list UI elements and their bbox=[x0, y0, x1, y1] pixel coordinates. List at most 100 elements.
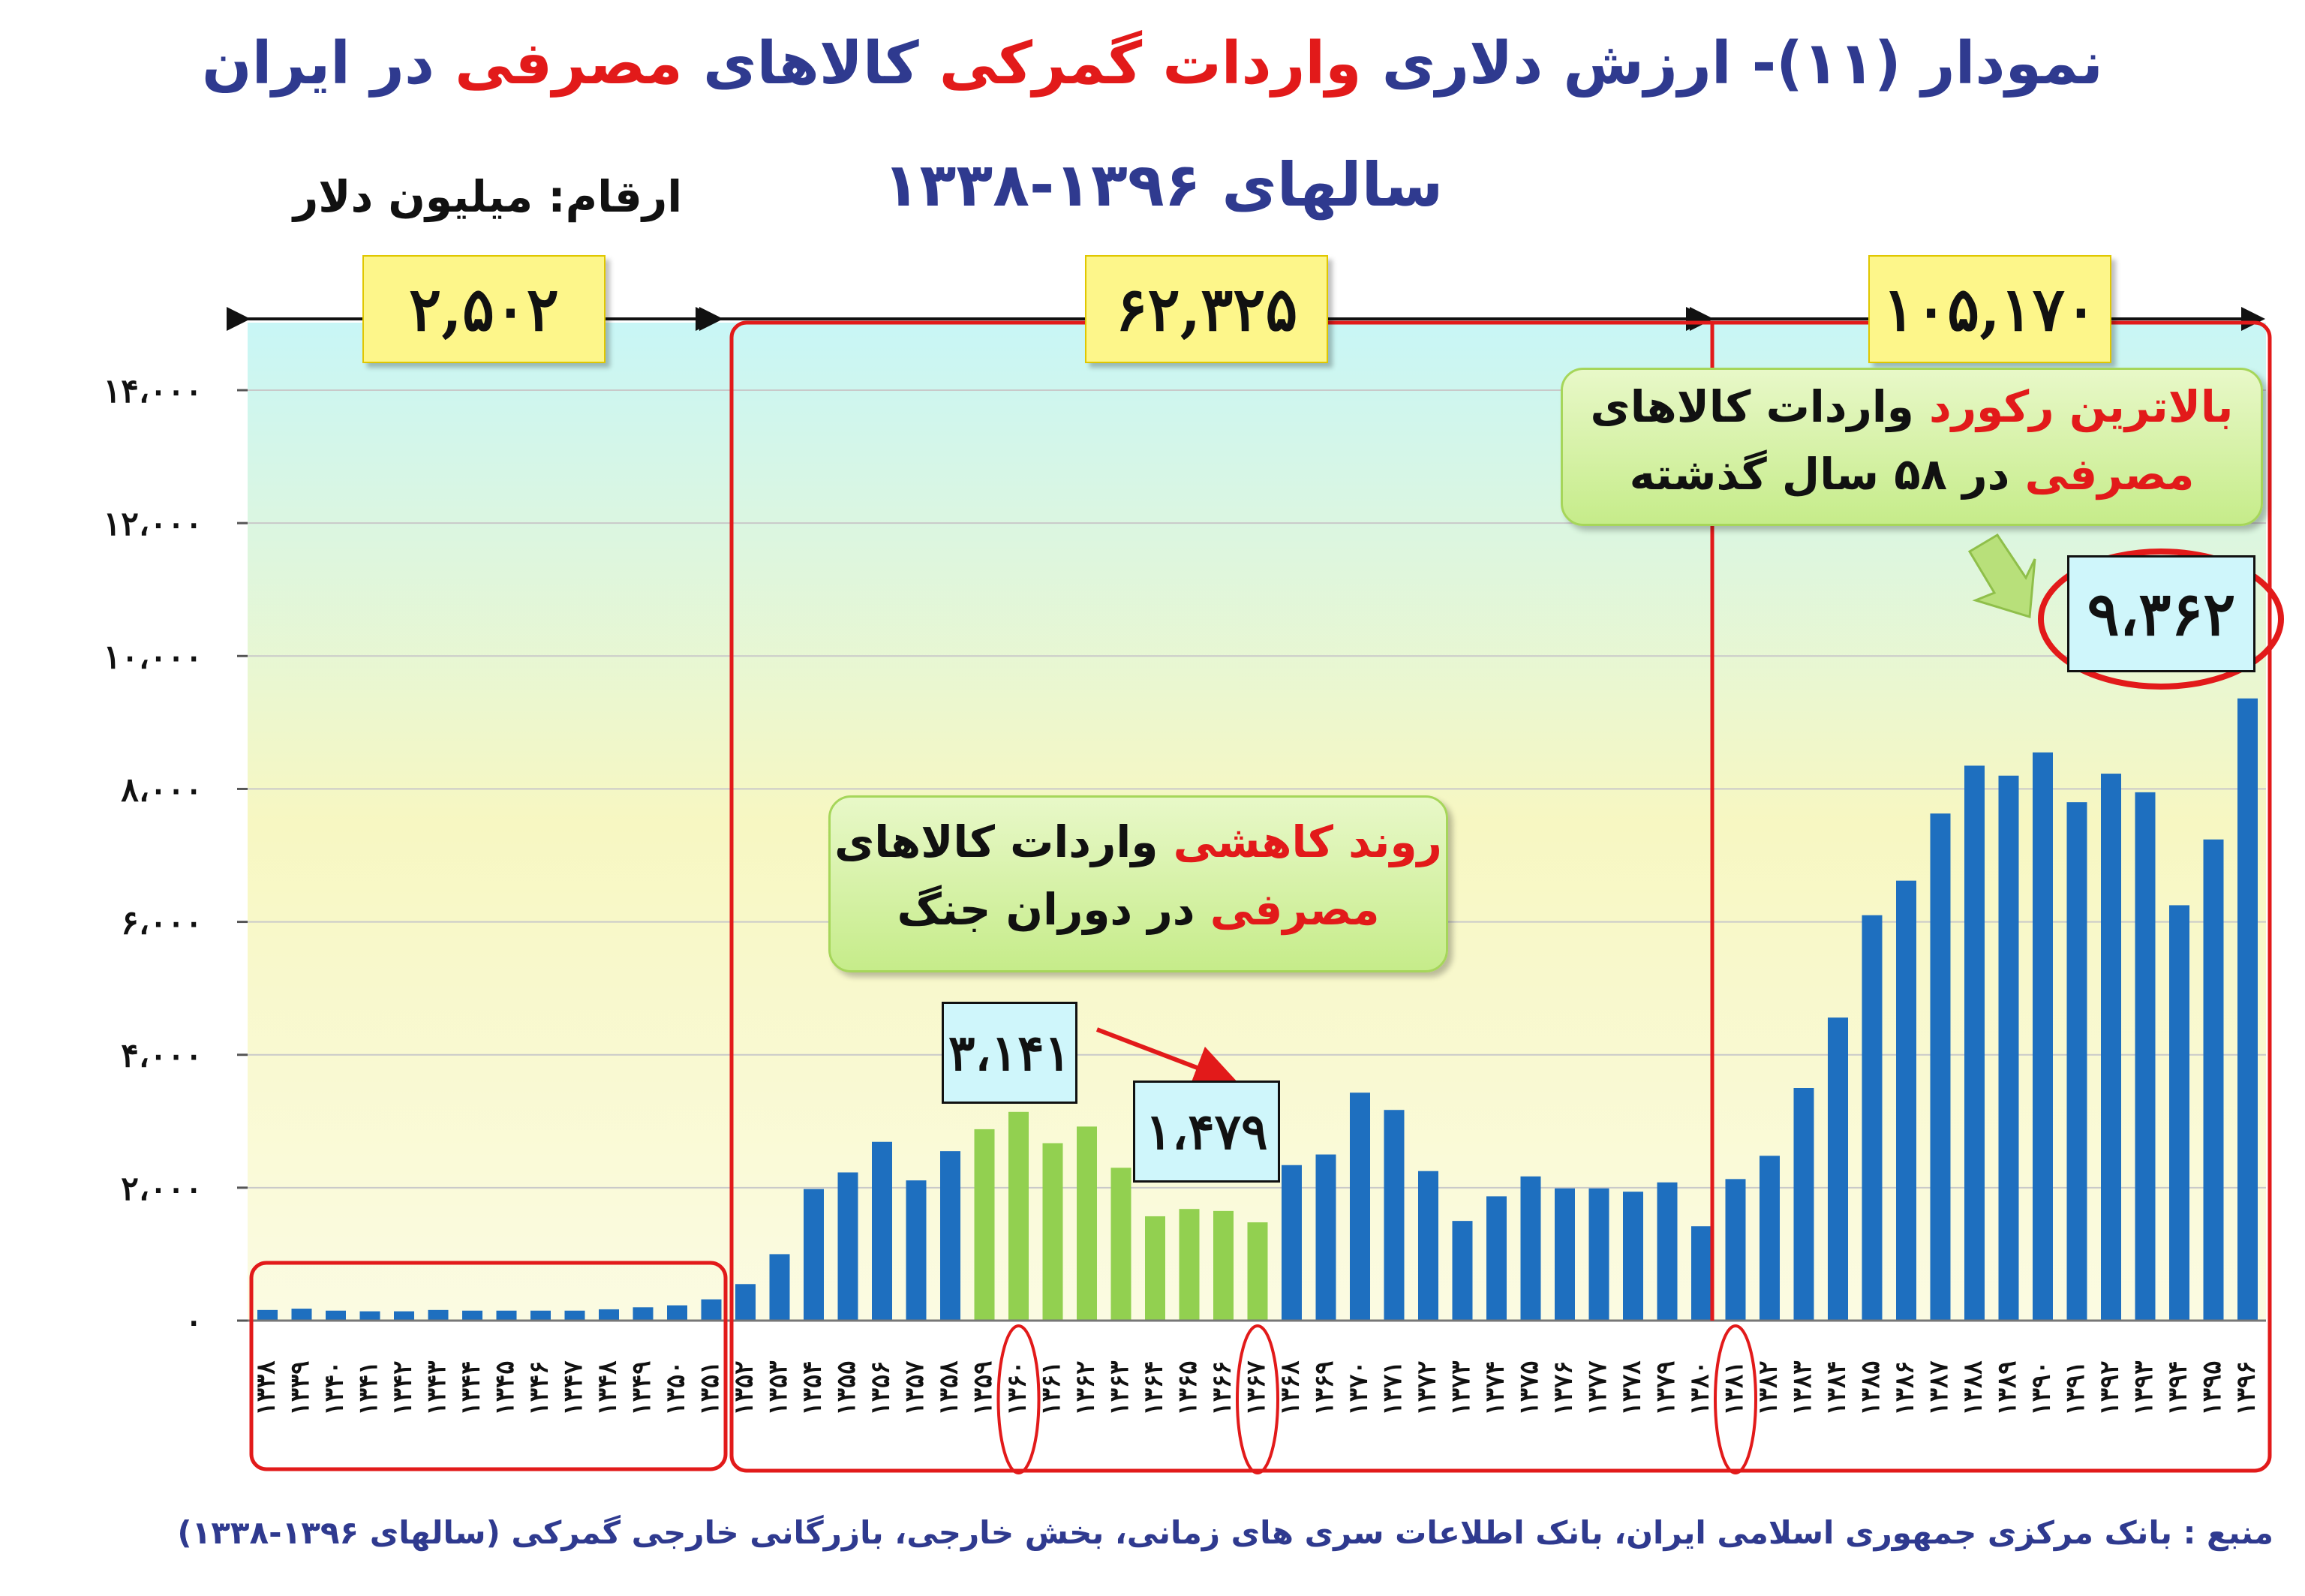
bar-1340 bbox=[326, 1310, 346, 1321]
x-tick-label: ۱۳۵۱ bbox=[695, 1360, 725, 1415]
bar-1367 bbox=[1247, 1222, 1268, 1321]
y-tick-label: ۸،۰۰۰ bbox=[121, 771, 203, 809]
bar-1346 bbox=[530, 1310, 551, 1321]
x-tick-label: ۱۳۸۸ bbox=[1958, 1360, 1988, 1416]
bar-1360 bbox=[1008, 1111, 1029, 1321]
y-tick-label: ۶،۰۰۰ bbox=[121, 904, 203, 942]
bar-1388 bbox=[1964, 765, 1985, 1321]
bar-1377 bbox=[1588, 1188, 1609, 1321]
title-part-1: نمودار (۱۱)- ارزش دلاری bbox=[1361, 30, 2103, 98]
x-tick-label: ۱۳۵۲ bbox=[729, 1360, 759, 1415]
bar-1387 bbox=[1930, 813, 1951, 1321]
bar-1391 bbox=[2066, 802, 2087, 1321]
record-pointer-arrow bbox=[1967, 533, 2036, 618]
year-ring bbox=[1714, 1324, 1757, 1474]
bar-1383 bbox=[1793, 1088, 1814, 1321]
bar-1363 bbox=[1110, 1168, 1131, 1321]
war-arrow bbox=[1095, 1027, 1240, 1089]
x-tick-label: ۱۳۸۴ bbox=[1822, 1360, 1852, 1415]
x-tick-label: ۱۳۸۰ bbox=[1685, 1360, 1715, 1415]
bar-1386 bbox=[1896, 880, 1916, 1321]
bar-1366 bbox=[1213, 1210, 1234, 1321]
bar-1361 bbox=[1042, 1143, 1063, 1321]
x-tick-label: ۱۳۸۳ bbox=[1787, 1360, 1817, 1415]
frame-period-2 bbox=[729, 320, 2272, 1473]
bar-1375 bbox=[1520, 1176, 1541, 1321]
x-tick-label: ۱۳۳۸ bbox=[251, 1360, 281, 1416]
period-total-1: ۲,۵۰۲ bbox=[362, 255, 606, 363]
x-tick-label: ۱۳۶۹ bbox=[1309, 1360, 1339, 1415]
x-tick-label: ۱۳۹۳ bbox=[2129, 1360, 2159, 1415]
x-tick-label: ۱۳۹۵ bbox=[2197, 1360, 2227, 1415]
bar-1347 bbox=[564, 1310, 585, 1321]
title-part-3: کالاهای bbox=[682, 30, 939, 98]
bar-1376 bbox=[1555, 1188, 1575, 1321]
bar-1350 bbox=[667, 1305, 687, 1321]
bar-1392 bbox=[2101, 774, 2121, 1321]
y-tick-label: ۱۲،۰۰۰ bbox=[104, 505, 203, 543]
x-tick-label: ۱۳۶۴ bbox=[1139, 1360, 1169, 1415]
x-tick-label: ۱۳۷۱ bbox=[1378, 1360, 1408, 1415]
x-tick-label: ۱۳۹۰ bbox=[2027, 1360, 2057, 1415]
bar-1373 bbox=[1452, 1221, 1473, 1321]
bar-1394 bbox=[2169, 905, 2189, 1321]
x-tick-label: ۱۳۷۶ bbox=[1549, 1360, 1579, 1415]
bar-1352 bbox=[735, 1284, 756, 1321]
record-callout-red-2: مصرفی bbox=[2024, 448, 2195, 500]
x-tick-label: ۱۳۵۳ bbox=[763, 1360, 793, 1415]
bar-1395 bbox=[2203, 839, 2224, 1321]
x-tick-label: ۱۳۵۴ bbox=[798, 1360, 828, 1415]
bar-1368 bbox=[1282, 1165, 1302, 1321]
war-end-value-label: ۱،۴۷۹ bbox=[1133, 1081, 1280, 1183]
bar-1379 bbox=[1657, 1182, 1678, 1321]
war-callout: روند کاهشی واردات کالاهای مصرفی در دوران… bbox=[828, 795, 1448, 972]
x-tick-label: ۱۳۹۱ bbox=[2060, 1360, 2090, 1415]
title-part-5: در ایران bbox=[202, 30, 455, 98]
x-tick-label: ۱۳۶۸ bbox=[1276, 1360, 1306, 1416]
bar-1359 bbox=[974, 1129, 995, 1321]
bar-1380 bbox=[1691, 1226, 1711, 1321]
year-ring bbox=[1236, 1324, 1279, 1474]
x-tick-label: ۱۳۶۰ bbox=[1002, 1360, 1032, 1415]
bar-1343 bbox=[428, 1309, 449, 1321]
x-tick-label: ۱۳۵۶ bbox=[866, 1360, 896, 1415]
record-callout-text-2: در ۵۸ سال گذشته bbox=[1629, 448, 2025, 500]
y-tick-label: ۱۰،۰۰۰ bbox=[104, 638, 203, 676]
war-callout-text-1: واردات کالاهای bbox=[834, 816, 1174, 867]
war-start-value-label: ۳،۱۴۱ bbox=[942, 1002, 1077, 1104]
bar-1389 bbox=[1998, 775, 2019, 1321]
bar-1355 bbox=[837, 1172, 858, 1321]
bar-1345 bbox=[496, 1310, 517, 1321]
x-tick-label: ۱۳۸۶ bbox=[1890, 1360, 1920, 1415]
record-callout: بالاترین رکورد واردات کالاهای مصرفی در ۵… bbox=[1561, 368, 2263, 526]
bar-1341 bbox=[359, 1311, 380, 1321]
x-tick-label: ۱۳۷۴ bbox=[1480, 1360, 1510, 1415]
title-part-2: واردات گمرکی bbox=[939, 30, 1362, 98]
unit-label: ارقام: میلیون دلار bbox=[293, 171, 683, 222]
bar-1353 bbox=[769, 1254, 790, 1321]
bar-1342 bbox=[394, 1311, 414, 1321]
year-rings bbox=[996, 1324, 1757, 1474]
x-tick-label: ۱۳۵۹ bbox=[968, 1360, 998, 1415]
x-tick-label: ۱۳۳۹ bbox=[285, 1360, 315, 1415]
y-tick-label: ۲،۰۰۰ bbox=[121, 1170, 203, 1208]
x-tick-label: ۱۳۹۲ bbox=[2095, 1360, 2125, 1415]
x-tick-label: ۱۳۵۸ bbox=[934, 1360, 964, 1416]
y-tick-label: ۰ bbox=[185, 1303, 203, 1341]
y-tick-label: ۱۴،۰۰۰ bbox=[104, 372, 203, 410]
war-callout-red-1: روند کاهشی bbox=[1173, 816, 1442, 867]
x-tick-label: ۱۳۴۱ bbox=[353, 1360, 383, 1415]
x-tick-label: ۱۳۶۵ bbox=[1173, 1360, 1203, 1415]
bar-1382 bbox=[1760, 1156, 1780, 1321]
frame-period-1 bbox=[249, 1261, 728, 1471]
record-highlight-ellipse bbox=[2038, 549, 2284, 690]
x-tick-label: ۱۳۸۵ bbox=[1856, 1360, 1886, 1415]
chart-title: نمودار (۱۱)- ارزش دلاری واردات گمرکی کال… bbox=[0, 30, 2305, 98]
bar-1357 bbox=[906, 1180, 927, 1321]
bar-1378 bbox=[1623, 1192, 1643, 1321]
x-tick-label: ۱۳۴۹ bbox=[627, 1360, 657, 1415]
bar-1385 bbox=[1862, 915, 1883, 1321]
x-tick-label: ۱۳۷۸ bbox=[1617, 1360, 1647, 1416]
x-tick-label: ۱۳۷۰ bbox=[1344, 1360, 1374, 1415]
bar-1372 bbox=[1418, 1171, 1438, 1321]
